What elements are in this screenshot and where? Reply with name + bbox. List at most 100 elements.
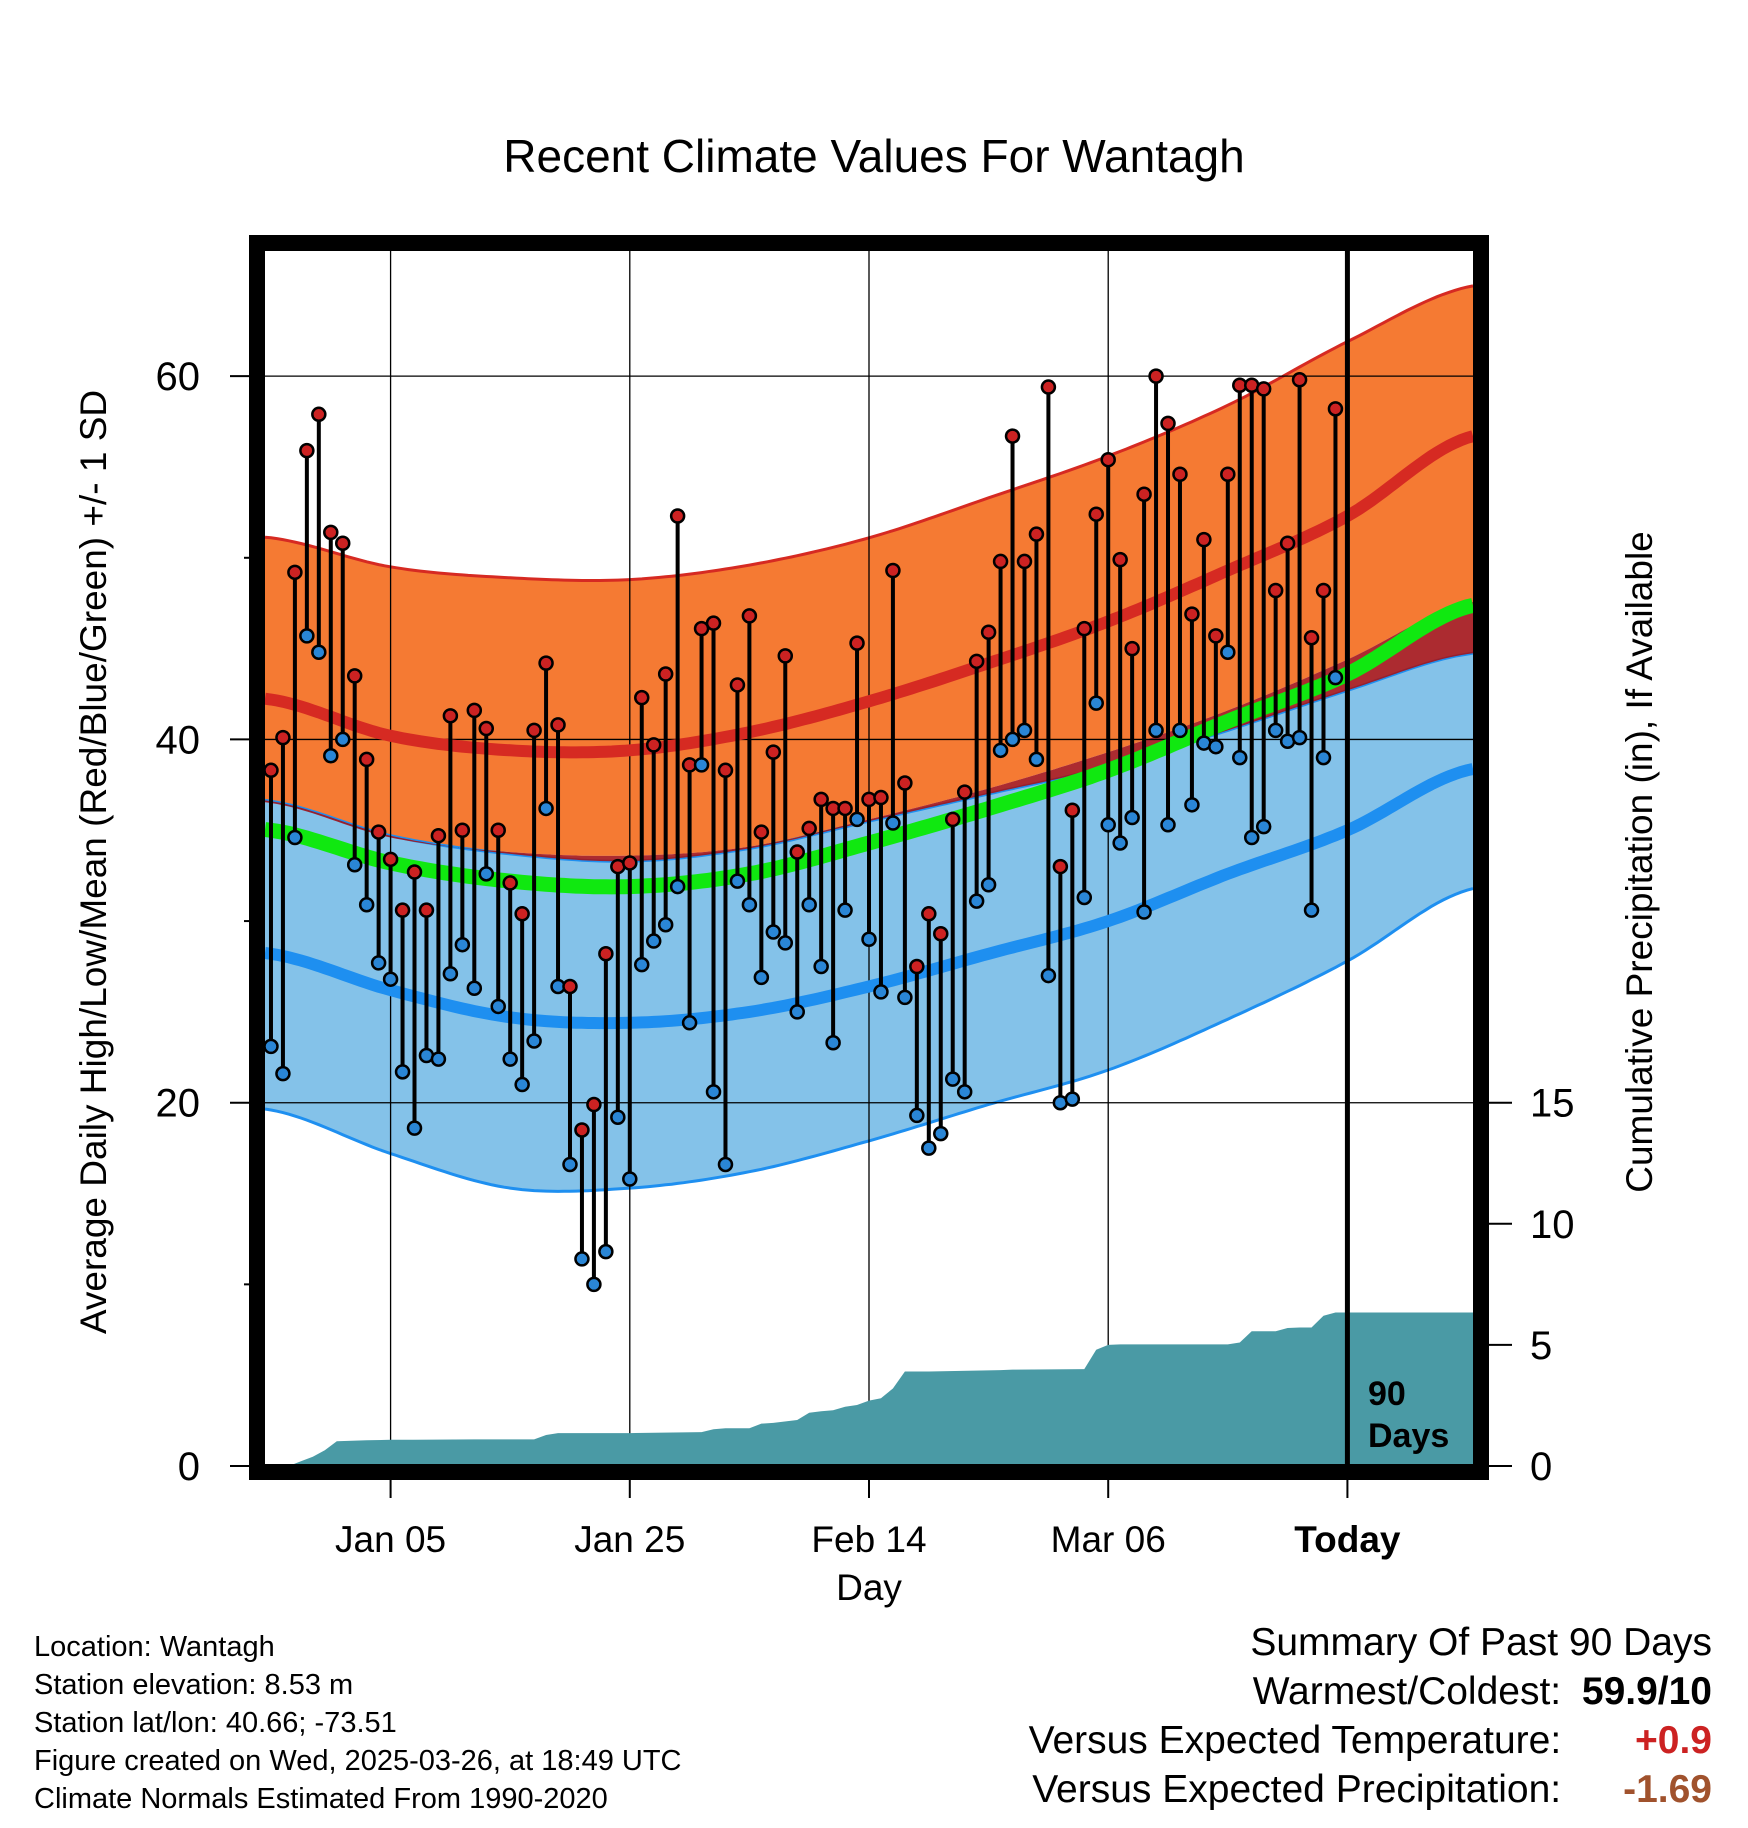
cumulative-precip-area (288, 1312, 1473, 1466)
daily-high-point-30 (622, 855, 638, 871)
station-info: Location: Wantagh Station elevation: 8.5… (34, 1628, 682, 1818)
daily-low-point-39 (729, 873, 746, 889)
daily-low-point-62 (1004, 731, 1021, 748)
daily-high-point-75 (1160, 415, 1176, 432)
daily-high-point-62 (1004, 428, 1021, 444)
warmest-coldest-label: Warmest/Coldest: (1252, 1670, 1562, 1713)
daily-low-point-49 (849, 811, 865, 828)
daily-low-point-22 (526, 1033, 542, 1049)
plot-area (263, 249, 1475, 1466)
daily-low-point-20 (502, 1051, 518, 1067)
daily-low-point-43 (777, 935, 794, 951)
daily-high-point-65 (1040, 379, 1057, 395)
daily-low-point-25 (562, 1156, 578, 1173)
daily-high-point-34 (669, 508, 686, 524)
daily-low-point-28 (598, 1243, 614, 1260)
daily-high-point-6 (334, 535, 351, 552)
daily-low-point-52 (885, 815, 901, 831)
summary-panel: Summary Of Past 90 Days Warmest/Coldest:… (1029, 1618, 1712, 1814)
daily-high-point-48 (837, 800, 853, 817)
daily-low-point-42 (765, 924, 782, 940)
daily-low-point-72 (1124, 809, 1140, 826)
daily-low-point-23 (538, 800, 554, 817)
daily-high-point-72 (1124, 640, 1140, 657)
daily-low-point-16 (454, 936, 471, 953)
daily-high-point-8 (358, 751, 375, 768)
daily-high-point-46 (813, 791, 829, 808)
daily-low-point-58 (956, 1084, 973, 1100)
daily-high-point-24 (550, 717, 566, 733)
daily-high-point-88 (1315, 582, 1332, 599)
daily-high-point-53 (897, 775, 913, 791)
daily-high-point-83 (1255, 381, 1272, 397)
daily-low-point-0 (263, 1038, 279, 1055)
daily-high-point-58 (956, 784, 973, 800)
daily-high-point-78 (1196, 531, 1212, 548)
daily-high-point-26 (574, 1122, 590, 1138)
created-text: Figure created on Wed, 2025-03-26, at 18… (34, 1745, 682, 1777)
daily-low-point-36 (693, 757, 710, 773)
daily-high-point-52 (885, 562, 901, 579)
daily-high-point-43 (777, 648, 794, 664)
high-normal-line (264, 430, 1475, 759)
daily-low-point-70 (1100, 817, 1116, 833)
daily-high-point-79 (1208, 628, 1224, 644)
daily-high-point-57 (944, 811, 961, 828)
daily-low-point-89 (1327, 669, 1344, 686)
daily-high-point-63 (1016, 553, 1033, 570)
daily-low-point-56 (933, 1125, 949, 1142)
daily-low-point-84 (1267, 722, 1284, 739)
daily-low-point-26 (574, 1251, 590, 1267)
daily-high-point-15 (442, 708, 459, 724)
daily-low-point-75 (1160, 817, 1176, 833)
chart-title: Recent Climate Values For Wantagh (503, 130, 1244, 182)
x-tick-label-10: Jan 05 (335, 1519, 446, 1560)
daily-high-point-3 (299, 442, 315, 459)
daily-high-point-10 (382, 851, 399, 868)
daily-low-point-79 (1208, 738, 1224, 755)
daily-high-point-23 (538, 655, 554, 671)
daily-observations (263, 368, 1344, 1293)
daily-low-point-81 (1232, 749, 1248, 766)
daily-high-point-71 (1112, 551, 1128, 568)
warmest-coldest-value: 59.9/10 (1581, 1670, 1712, 1713)
daily-high-point-28 (598, 946, 614, 962)
daily-low-point-83 (1255, 818, 1272, 835)
daily-low-point-27 (586, 1276, 602, 1293)
daily-low-point-21 (514, 1076, 530, 1093)
daily-high-point-1 (275, 729, 291, 746)
daily-low-point-55 (921, 1140, 937, 1156)
daily-high-point-5 (323, 524, 339, 541)
daily-high-point-45 (801, 820, 817, 837)
daily-low-point-76 (1172, 722, 1188, 739)
daily-high-point-51 (873, 789, 889, 806)
low-normal-line (264, 763, 1475, 1030)
daily-low-point-71 (1112, 835, 1128, 851)
daily-high-point-86 (1291, 372, 1308, 388)
daily-high-point-37 (705, 615, 722, 631)
daily-high-point-61 (992, 553, 1009, 570)
daily-low-point-69 (1088, 695, 1104, 711)
daily-high-point-68 (1076, 620, 1093, 637)
daily-low-point-46 (813, 958, 829, 975)
daily-low-point-9 (370, 955, 387, 971)
daily-low-point-54 (909, 1107, 925, 1124)
daily-low-point-31 (634, 956, 650, 973)
daily-high-point-12 (406, 864, 423, 880)
daily-low-point-32 (645, 933, 662, 949)
daily-low-point-15 (442, 966, 459, 982)
daily-low-point-88 (1315, 749, 1332, 766)
today-days-word: Days (1368, 1417, 1449, 1455)
y-axis-label-right: Cumulative Precipitation (in), If Availa… (1619, 531, 1660, 1193)
daily-high-point-0 (263, 762, 279, 779)
daily-high-point-85 (1279, 535, 1296, 552)
y2-tick-label-0: 0 (1530, 1445, 1552, 1489)
daily-high-point-18 (478, 720, 495, 737)
summary-title: Summary Of Past 90 Days (1250, 1621, 1712, 1664)
daily-low-point-7 (346, 857, 363, 873)
x-tick-label-50: Feb 14 (811, 1519, 926, 1560)
daily-high-point-60 (980, 624, 997, 641)
daily-low-point-86 (1291, 729, 1308, 746)
daily-low-point-5 (323, 748, 339, 764)
daily-high-point-13 (418, 902, 435, 918)
